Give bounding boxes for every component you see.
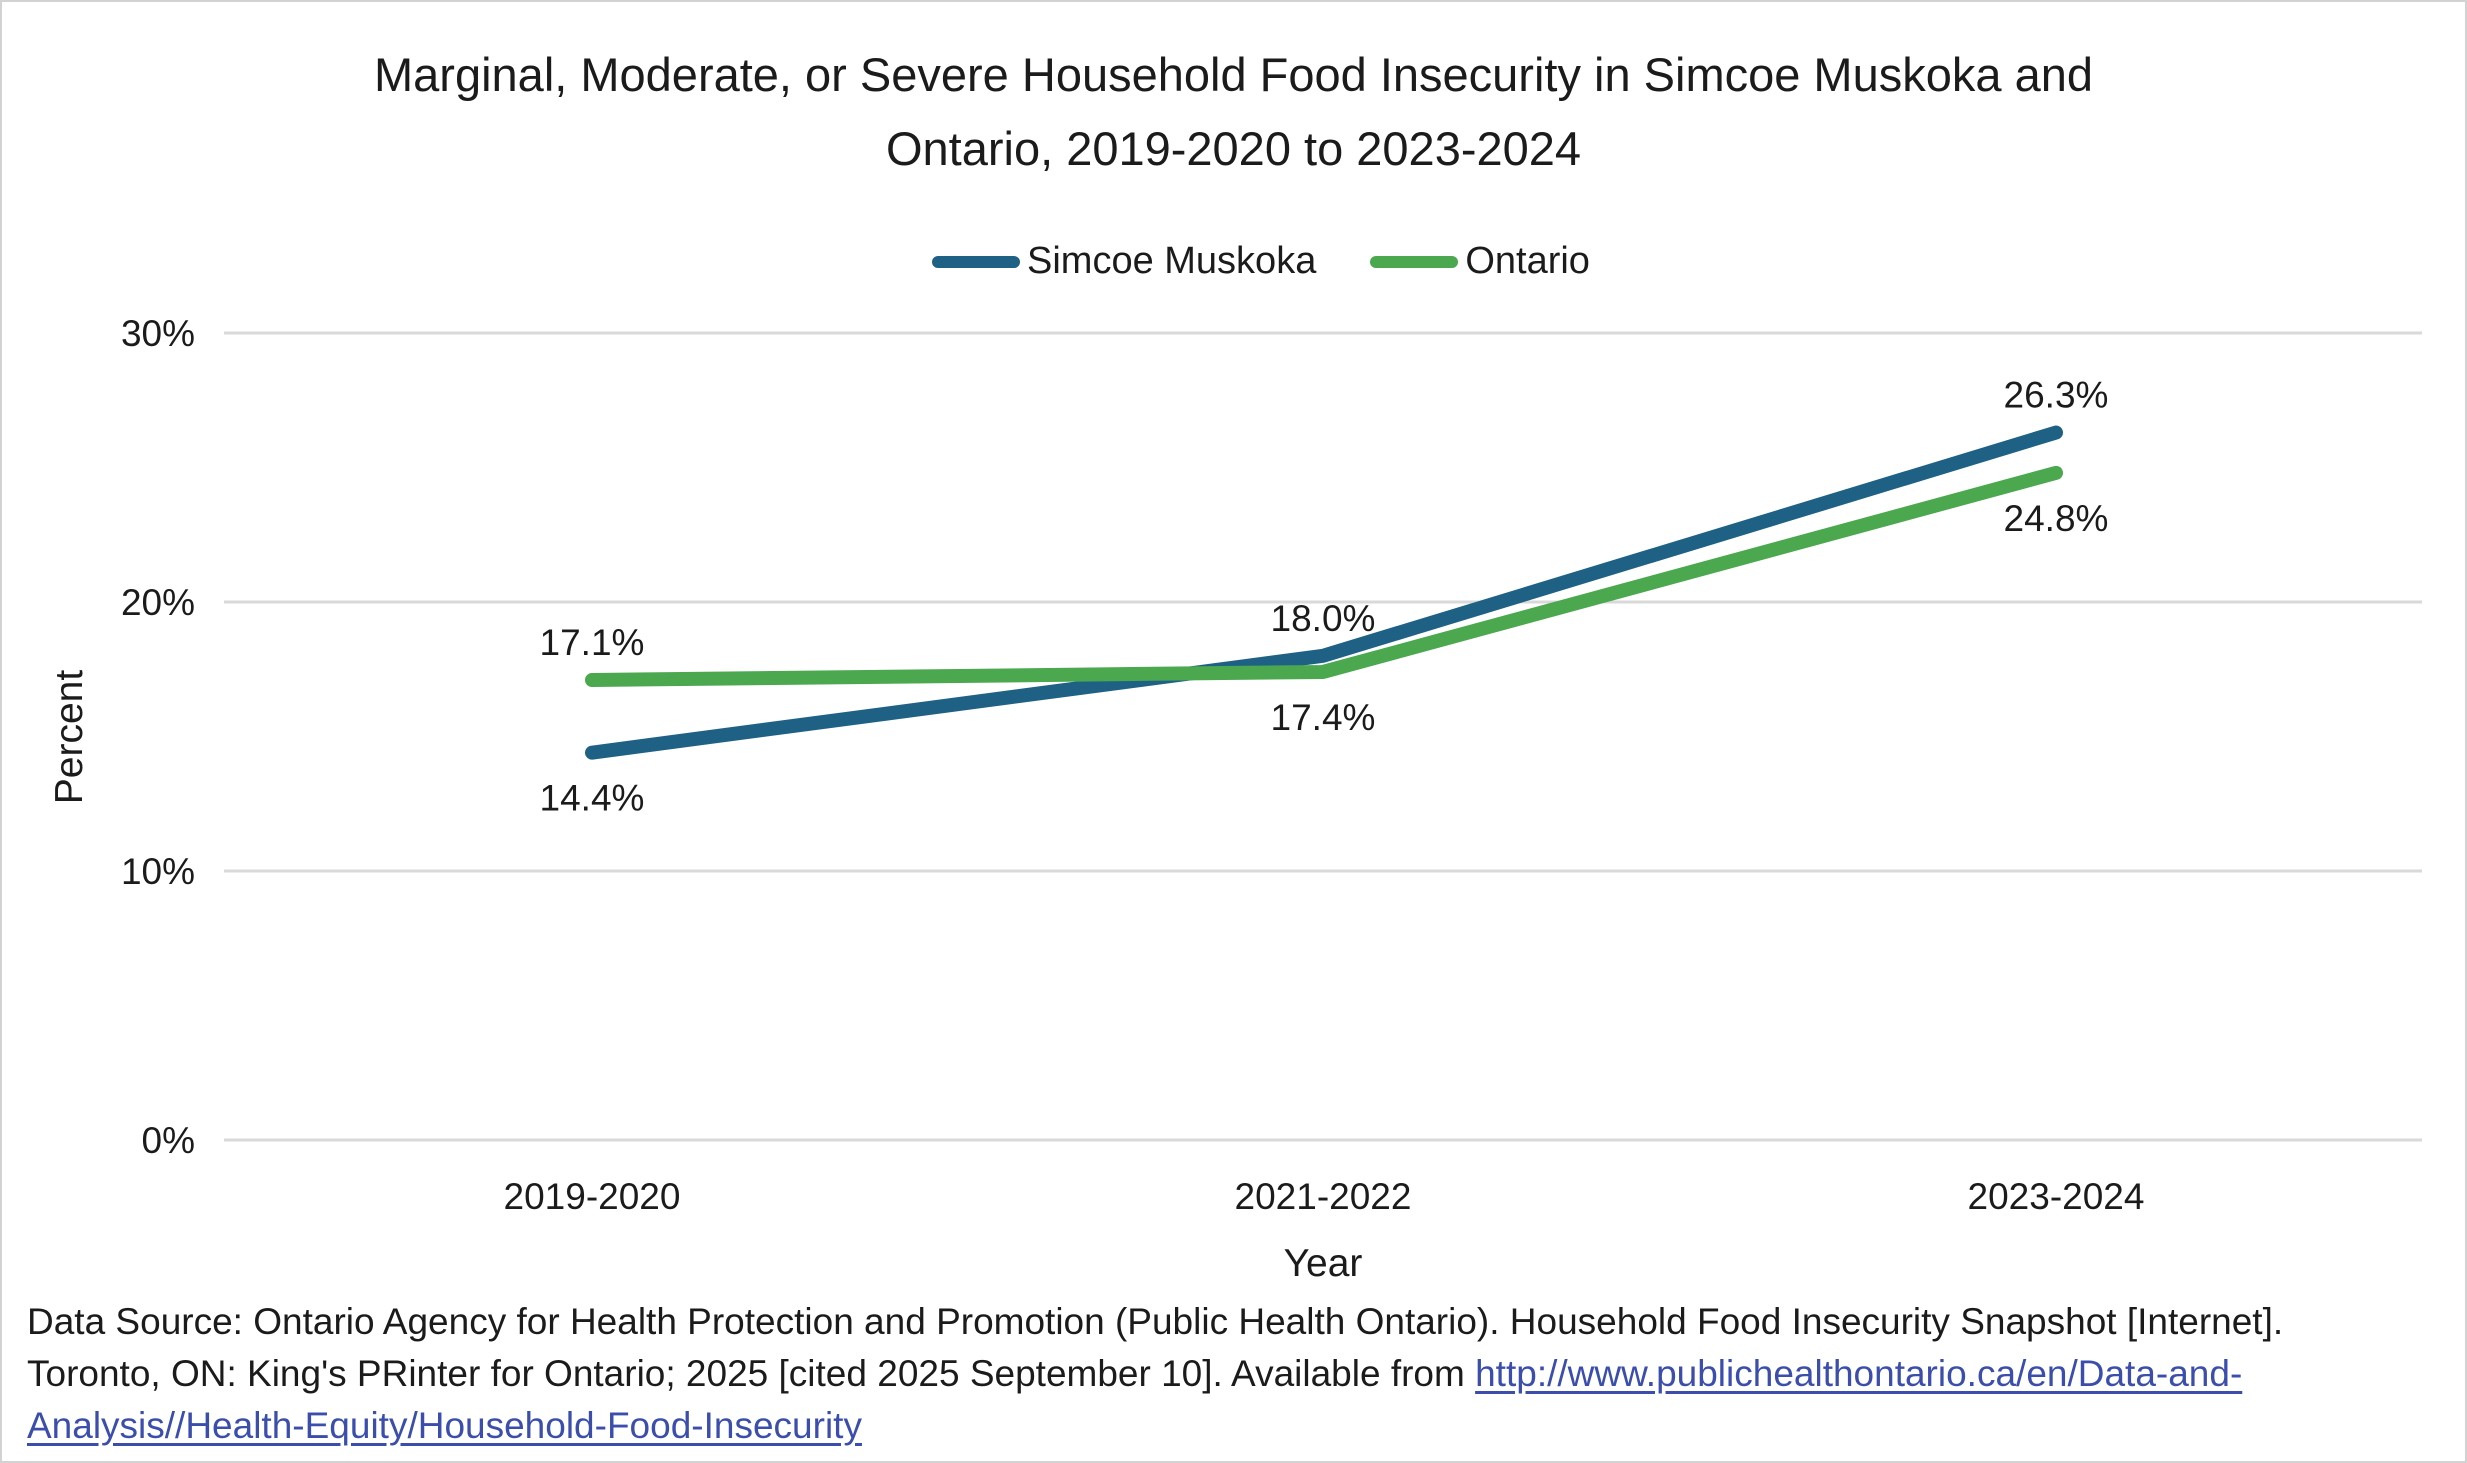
legend-label-ontario: Ontario	[1465, 240, 1590, 282]
x-axis-title: Year	[1283, 1242, 1363, 1285]
data-source-line2-text: Toronto, ON: King's PRinter for Ontario;…	[27, 1353, 1476, 1394]
chart-title: Marginal, Moderate, or Severe Household …	[2, 38, 2465, 186]
source-url-link-part2[interactable]: Analysis//Health-Equity/Household-Food-I…	[27, 1405, 862, 1446]
y-tick-label-20%: 20%	[121, 582, 195, 623]
x-tick-label-2023-2024: 2023-2024	[1968, 1176, 2145, 1217]
legend-line-swatch-ontario	[1370, 255, 1459, 268]
chart-title-line2: Ontario, 2019-2020 to 2023-2024	[885, 122, 1582, 175]
y-tick-label-10%: 10%	[121, 851, 195, 892]
source-url-link-part1[interactable]: http://www.publichealthontario.ca/en/Dat…	[1475, 1353, 2243, 1394]
data-label-simcoe-muskoka-2021-2022: 18.0%	[1271, 598, 1376, 639]
legend-label-simcoe-muskoka: Simcoe Muskoka	[1027, 240, 1317, 282]
data-label-ontario-2021-2022: 17.4%	[1271, 697, 1376, 738]
series-line-ontario	[585, 465, 2063, 688]
data-label-ontario-2023-2024: 24.8%	[2004, 498, 2109, 539]
data-source-line2: Toronto, ON: King's PRinter for Ontario;…	[27, 1348, 2283, 1400]
data-source-note: Data Source: Ontario Agency for Health P…	[27, 1296, 2283, 1452]
series-line-simcoe-muskoka	[585, 425, 2063, 760]
legend-line-swatch-simcoe-muskoka	[932, 255, 1020, 268]
legend-item-ontario: Ontario	[1370, 240, 1590, 283]
y-axis-title: Percent	[48, 669, 91, 805]
data-source-line1: Data Source: Ontario Agency for Health P…	[27, 1301, 2284, 1342]
data-label-ontario-2019-2020: 17.1%	[540, 622, 645, 663]
data-source-line3: Analysis//Health-Equity/Household-Food-I…	[27, 1400, 2283, 1452]
data-label-simcoe-muskoka-2023-2024: 26.3%	[2004, 375, 2109, 416]
y-tick-label-0%: 0%	[142, 1120, 195, 1161]
data-label-simcoe-muskoka-2019-2020: 14.4%	[540, 778, 645, 819]
x-tick-label-2021-2022: 2021-2022	[1235, 1176, 1412, 1217]
chart-legend: Simcoe Muskoka Ontario	[932, 240, 1590, 283]
y-tick-label-30%: 30%	[121, 313, 195, 354]
legend-item-simcoe-muskoka: Simcoe Muskoka	[932, 240, 1316, 283]
x-tick-label-2019-2020: 2019-2020	[504, 1176, 681, 1217]
chart-title-line1: Marginal, Moderate, or Severe Household …	[374, 48, 2093, 101]
